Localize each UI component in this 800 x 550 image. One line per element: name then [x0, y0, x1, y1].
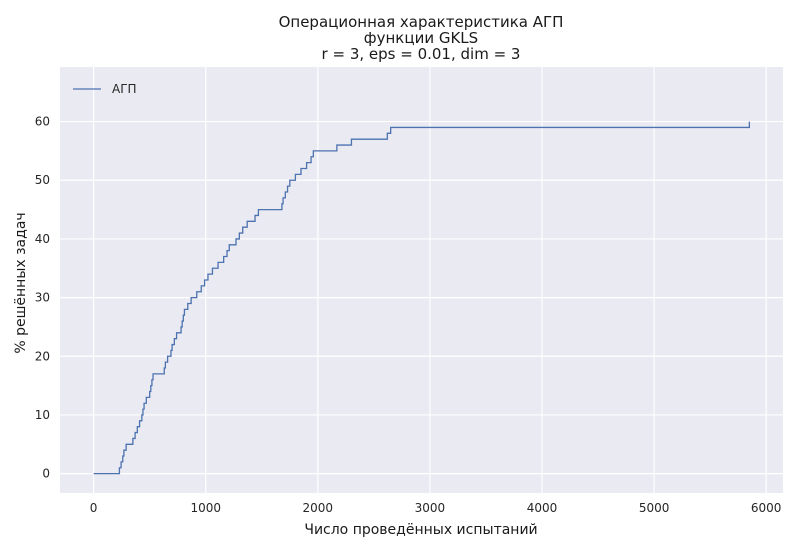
- y-axis-label: % решённых задач: [13, 212, 29, 353]
- x-tick-label: 5000: [639, 501, 670, 515]
- chart-title-line: r = 3, eps = 0.01, dim = 3: [322, 45, 521, 63]
- series-layer: [93, 121, 751, 475]
- series-line: [93, 121, 751, 475]
- x-tick-label: 3000: [415, 501, 446, 515]
- y-tick-label: 40: [35, 232, 50, 246]
- x-axis-label: Число проведённых испытаний: [304, 522, 537, 538]
- legend-label: АГП: [112, 82, 137, 96]
- x-tick-label: 2000: [303, 501, 334, 515]
- y-tick-label: 20: [35, 349, 50, 363]
- y-tick-label: 50: [35, 173, 50, 187]
- chart-title-line: Операционная характеристика АГП: [279, 13, 564, 31]
- y-axis: 0 10 20 30 40 50 60: [35, 115, 50, 481]
- x-tick-label: 0: [90, 501, 98, 515]
- legend: АГП: [73, 82, 137, 96]
- x-axis: 0 1000 2000 3000 4000 5000 6000: [90, 501, 782, 515]
- x-tick-label: 4000: [527, 501, 558, 515]
- y-tick-label: 0: [42, 467, 50, 481]
- chart-title-line: функции GKLS: [364, 29, 478, 47]
- x-tick-label: 6000: [751, 501, 782, 515]
- y-tick-label: 60: [35, 115, 50, 129]
- x-tick-label: 1000: [190, 501, 221, 515]
- y-tick-label: 30: [35, 291, 50, 305]
- y-tick-label: 10: [35, 408, 50, 422]
- grid: [60, 67, 783, 493]
- plot-area: [60, 67, 783, 493]
